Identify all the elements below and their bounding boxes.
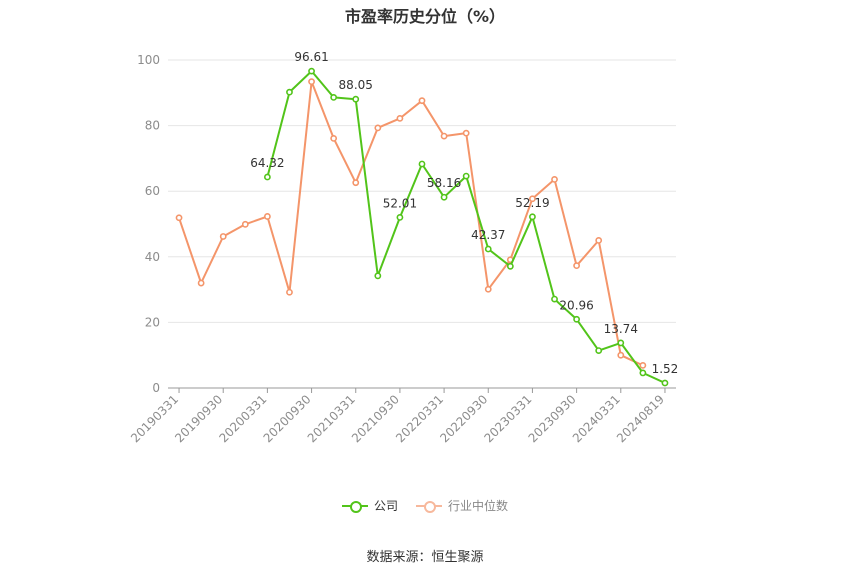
data-point	[352, 179, 360, 187]
data-point	[551, 175, 558, 183]
data-point	[219, 233, 227, 240]
data-point	[308, 78, 315, 86]
data-point	[484, 245, 492, 253]
y-tick-label: 0	[152, 381, 160, 395]
data-point	[573, 262, 581, 270]
data-label: 13.74	[604, 322, 638, 336]
data-label-layer: 64.32 96.61 88.05 52.01 58.16 42.37 52.19 20.96…	[250, 50, 678, 376]
data-point	[617, 351, 625, 359]
data-point	[286, 88, 293, 96]
data-point	[529, 195, 536, 203]
series-company	[263, 67, 669, 387]
data-point	[440, 132, 448, 140]
data-point	[374, 124, 382, 132]
data-point	[661, 379, 669, 387]
data-point	[396, 214, 404, 221]
data-point	[374, 272, 382, 280]
data-point	[308, 67, 315, 75]
data-point	[462, 172, 470, 180]
data-source: 数据来源：恒生聚源	[366, 550, 484, 565]
x-tick-label: 20240819	[614, 392, 667, 445]
data-point	[241, 220, 249, 228]
data-point	[197, 279, 205, 287]
data-point	[263, 173, 271, 181]
data-label: 88.05	[339, 78, 373, 92]
data-point	[462, 129, 470, 137]
data-label: 64.32	[250, 156, 284, 170]
axis-layer: 0204060801002019033120190930202003312020…	[128, 53, 676, 445]
legend-swatch-company	[341, 500, 368, 513]
data-point	[396, 114, 404, 122]
data-point	[529, 213, 536, 221]
grid-layer	[168, 59, 676, 323]
legend: 公司 行业中位数	[0, 497, 850, 514]
data-point	[639, 361, 647, 369]
y-tick-label: 40	[145, 250, 160, 264]
data-point	[330, 134, 338, 142]
legend-swatch-industry	[416, 500, 442, 513]
data-point	[418, 97, 426, 105]
y-tick-label: 80	[145, 119, 160, 133]
data-point	[330, 93, 338, 101]
data-label: 1.52	[652, 362, 679, 376]
legend-label-company: 公司	[373, 499, 398, 513]
data-point	[551, 295, 558, 303]
data-label: 58.16	[427, 176, 461, 190]
legend-label-industry: 行业中位数	[448, 499, 509, 513]
chart-title: 市盈率历史分位（%）	[344, 7, 506, 26]
data-label: 52.01	[383, 196, 417, 210]
data-point	[484, 285, 492, 293]
data-point	[506, 262, 514, 270]
data-label: 96.61	[294, 50, 328, 64]
series-industry	[175, 78, 647, 369]
data-point	[263, 213, 271, 220]
data-point	[175, 214, 183, 222]
y-tick-label: 60	[145, 184, 160, 198]
y-tick-label: 100	[137, 53, 160, 67]
legend-item-company[interactable]: 公司	[341, 497, 398, 514]
data-point	[617, 339, 625, 347]
data-point	[595, 347, 603, 355]
series-line	[266, 70, 666, 384]
data-point	[440, 193, 448, 201]
data-label: 20.96	[559, 298, 593, 312]
data-point	[352, 95, 360, 103]
y-tick-label: 20	[145, 315, 160, 329]
series-layer	[175, 67, 669, 387]
data-label: 42.37	[471, 228, 505, 242]
data-point	[418, 160, 426, 168]
data-point	[595, 236, 603, 244]
data-point	[639, 369, 647, 377]
data-point	[573, 315, 581, 323]
data-point	[286, 288, 293, 296]
series-line	[178, 80, 644, 367]
legend-item-industry[interactable]: 行业中位数	[416, 497, 508, 514]
data-label: 52.19	[515, 196, 549, 210]
